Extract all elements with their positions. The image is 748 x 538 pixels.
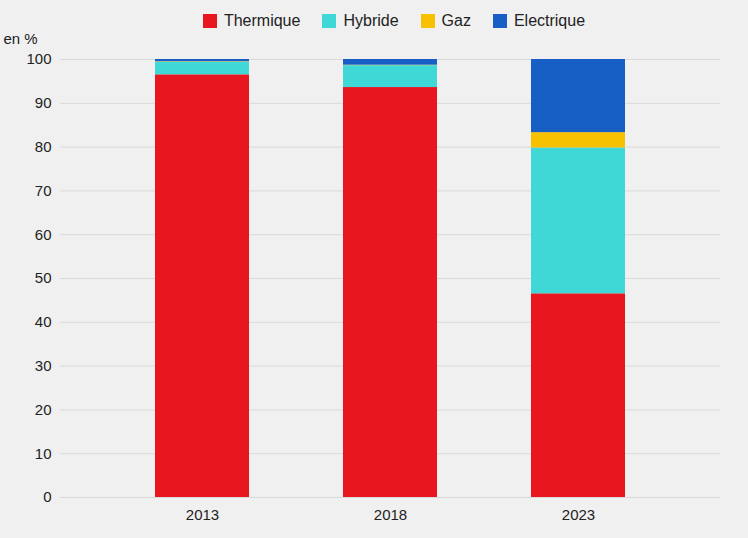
svg-text:70: 70 [35,182,52,199]
html-text:Gaz: Gaz [441,12,471,29]
html-text:Electrique: Electrique [513,12,586,29]
svg-text:50: 50 [35,269,52,286]
svg-text:100: 100 [26,50,51,67]
html-text:Hybride: Hybride [343,12,399,29]
svg-text:20: 20 [35,401,52,418]
svg-text:90: 90 [35,94,52,111]
svg-text:40: 40 [35,313,52,330]
svg-text:2013: 2013 [186,506,219,523]
svg-text:80: 80 [35,138,52,155]
svg-text:2018: 2018 [374,506,407,523]
svg-text:10: 10 [35,445,52,462]
svg-text:60: 60 [35,226,52,243]
svg-text:30: 30 [35,357,52,374]
svg-text:2023: 2023 [562,506,595,523]
svg-text:0: 0 [43,488,51,505]
html-text:Thermique: Thermique [223,12,301,29]
svg-text:en %: en % [4,30,38,47]
